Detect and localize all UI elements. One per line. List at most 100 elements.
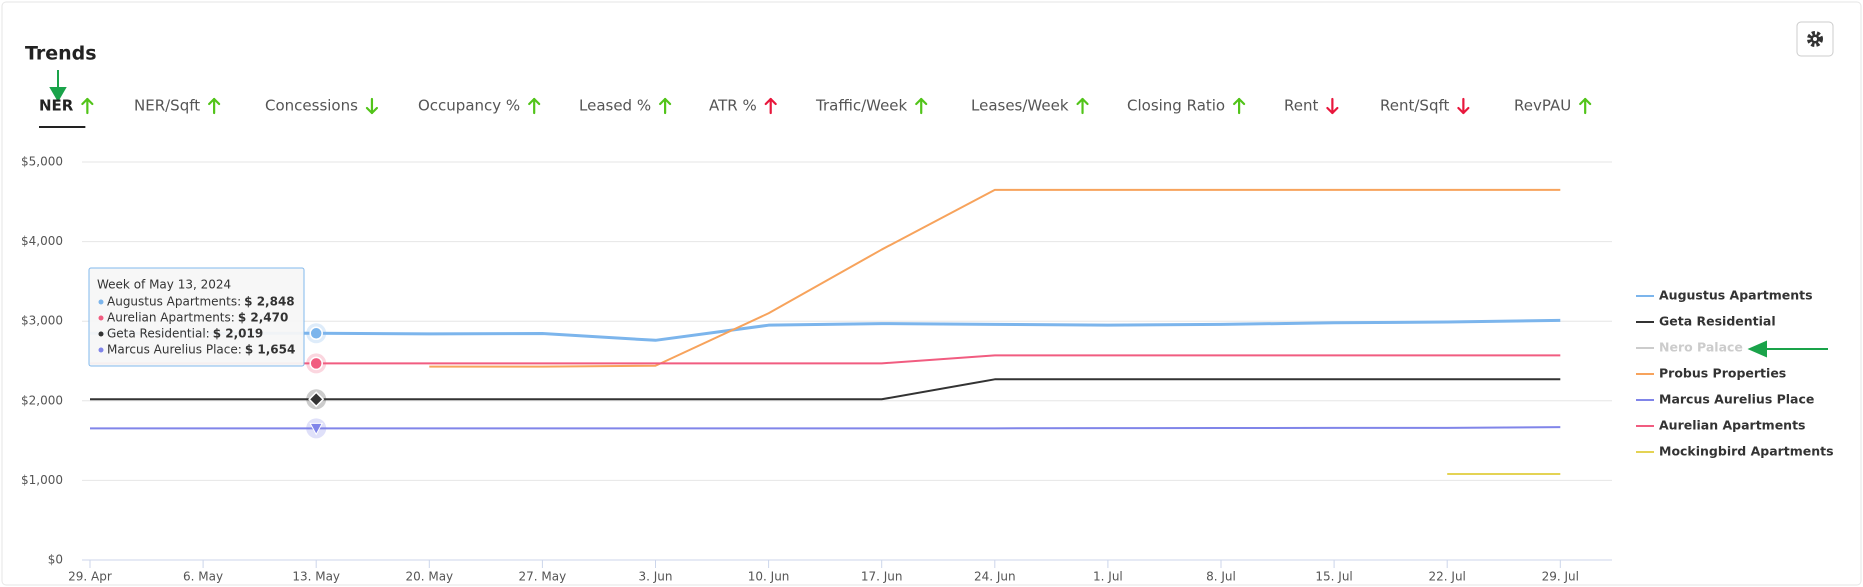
- tab-label: Leases/Week: [971, 97, 1069, 115]
- y-tick-label: $4,000: [21, 234, 63, 248]
- tab-label: RevPAU: [1514, 97, 1571, 115]
- x-tick-label: 29. Jul: [1542, 570, 1579, 584]
- x-tick-label: 8. Jul: [1206, 570, 1236, 584]
- arrow-head: [764, 97, 777, 106]
- series-line: [90, 426, 1561, 430]
- tooltip-value: $ 2,470: [238, 311, 288, 325]
- tooltip-dot: [98, 315, 104, 321]
- x-tick-label: 13. May: [292, 570, 340, 584]
- tab-label: Occupancy %: [418, 97, 520, 115]
- tooltip-dot: [98, 331, 104, 337]
- series-line: [429, 188, 1561, 368]
- tab-label: Closing Ratio: [1127, 97, 1225, 115]
- legend-label: Geta Residential: [1659, 314, 1776, 329]
- x-tick-label: 22. Jul: [1429, 570, 1466, 584]
- x-tick-label: 15. Jul: [1315, 570, 1352, 584]
- legend-item[interactable]: Marcus Aurelius Place: [1636, 392, 1814, 407]
- arrow-head: [659, 97, 672, 106]
- legend-item[interactable]: Probus Properties: [1636, 366, 1786, 381]
- tab[interactable]: Leases/Week: [971, 97, 1089, 115]
- arrow-head: [1457, 106, 1470, 115]
- trend-arrow: [915, 97, 928, 115]
- trend-arrow: [764, 97, 777, 115]
- tooltip-title: Week of May 13, 2024: [97, 278, 231, 292]
- tab[interactable]: Rent: [1284, 97, 1339, 115]
- legend-label: Marcus Aurelius Place: [1659, 392, 1814, 407]
- arrow-head: [915, 97, 928, 106]
- legend-label: Probus Properties: [1659, 366, 1786, 381]
- legend-item[interactable]: Aurelian Apartments: [1636, 418, 1805, 433]
- tab-label: NER: [39, 97, 74, 115]
- tooltip-dot: [98, 347, 104, 353]
- arrow-head: [528, 97, 541, 106]
- tab-label: Rent: [1284, 97, 1318, 115]
- trend-arrow: [208, 97, 221, 115]
- arrow-head: [208, 97, 221, 106]
- arrow-head: [1233, 97, 1246, 106]
- arrow-head: [81, 97, 94, 106]
- x-tick-label: 29. Apr: [68, 570, 112, 584]
- tab[interactable]: ATR %: [709, 97, 777, 115]
- x-tick-label: 24. Jun: [974, 570, 1016, 584]
- trend-arrow: [1457, 97, 1470, 115]
- trend-arrow: [528, 97, 541, 115]
- series-line: [90, 378, 1561, 401]
- y-tick-label: $2,000: [21, 393, 63, 407]
- tab[interactable]: RevPAU: [1514, 97, 1592, 115]
- series-line: [90, 318, 1561, 342]
- tab[interactable]: NER: [39, 97, 94, 115]
- y-tick-label: $3,000: [21, 314, 63, 328]
- point-marker: [309, 326, 323, 341]
- tooltip-value: $ 1,654: [245, 343, 295, 357]
- tab[interactable]: Leased %: [579, 97, 672, 115]
- tab[interactable]: Traffic/Week: [815, 97, 928, 115]
- legend-item[interactable]: Mockingbird Apartments: [1636, 444, 1834, 459]
- tooltip-name: Geta Residential:: [107, 327, 210, 341]
- x-tick-label: 3. Jun: [638, 570, 672, 584]
- tooltip-value: $ 2,848: [244, 295, 294, 309]
- tooltip-box: [88, 267, 305, 367]
- tab[interactable]: Rent/Sqft: [1380, 97, 1470, 115]
- arrow-head: [1326, 106, 1339, 115]
- tab-label: ATR %: [709, 97, 757, 115]
- tab-label: Rent/Sqft: [1380, 97, 1449, 115]
- legend-item[interactable]: Nero Palace: [1636, 340, 1743, 355]
- x-tick-label: 27. May: [519, 570, 567, 584]
- point-marker: [308, 391, 325, 408]
- tooltip-dot: [98, 299, 104, 305]
- trend-arrow: [81, 97, 94, 115]
- arrow-head: [1579, 97, 1592, 106]
- series-line: [90, 354, 1561, 365]
- trend-arrow: [1579, 97, 1592, 115]
- x-tick-label: 6. May: [183, 570, 223, 584]
- tooltip: Week of May 13, 2024 Augustus Apartments:…: [88, 267, 305, 367]
- trend-arrow: [1326, 97, 1339, 115]
- tooltip-name: Aurelian Apartments:: [107, 311, 235, 325]
- tab[interactable]: Concessions: [265, 97, 379, 115]
- arrow-head: [1076, 97, 1089, 106]
- tab[interactable]: Occupancy %: [418, 97, 541, 115]
- tab[interactable]: NER/Sqft: [134, 97, 221, 115]
- legend-label: Nero Palace: [1659, 340, 1743, 355]
- x-tick-label: 20. May: [405, 570, 453, 584]
- tab-label: Leased %: [579, 97, 651, 115]
- legend-item[interactable]: Augustus Apartments: [1636, 288, 1813, 303]
- tab-label: NER/Sqft: [134, 97, 200, 115]
- tooltip-name: Marcus Aurelius Place:: [107, 343, 242, 357]
- arrow-head: [365, 106, 379, 115]
- legend-item[interactable]: Geta Residential: [1636, 314, 1776, 329]
- point-marker: [309, 356, 323, 371]
- legend-label: Augustus Apartments: [1659, 288, 1813, 303]
- title: Trends: [25, 43, 97, 65]
- tab[interactable]: Closing Ratio: [1127, 97, 1246, 115]
- trend-arrow: [1233, 97, 1246, 115]
- x-tick-label: 1. Jul: [1093, 570, 1123, 584]
- y-tick-label: $0: [48, 553, 63, 567]
- tab-label: Traffic/Week: [815, 97, 908, 115]
- legend-label: Mockingbird Apartments: [1659, 444, 1834, 459]
- x-tick-label: 10. Jun: [748, 570, 790, 584]
- tab-label: Concessions: [265, 97, 358, 115]
- x-tick-label: 17. Jun: [861, 570, 903, 584]
